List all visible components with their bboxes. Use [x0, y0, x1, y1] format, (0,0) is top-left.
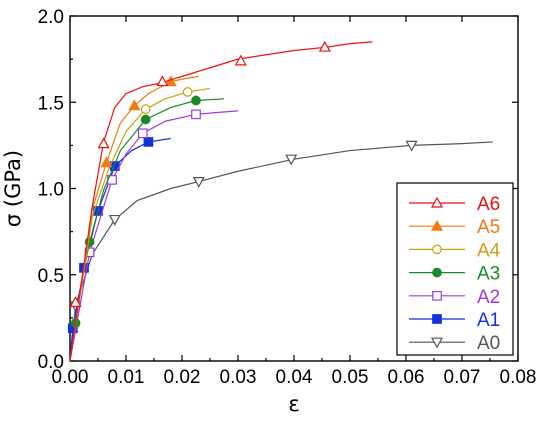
data-point-a4	[140, 104, 151, 115]
legend-label: A2	[477, 287, 500, 308]
legend-label: A1	[477, 310, 500, 331]
data-point-a3	[191, 95, 201, 106]
data-point-a3	[140, 114, 151, 125]
data-point-a2	[137, 128, 148, 139]
series-a5	[69, 75, 199, 362]
x-tick-label: 0.02	[164, 367, 201, 388]
data-point-a6	[234, 54, 247, 66]
legend-marker	[430, 337, 444, 349]
data-point-a0	[108, 214, 121, 226]
legend-item-a6: A6	[409, 194, 500, 215]
y-axis-label: σ (GPa)	[1, 150, 25, 227]
data-point-a6	[69, 296, 82, 307]
series-a4	[69, 87, 211, 362]
data-point-a5	[100, 156, 113, 168]
legend-item-a0: A0	[409, 333, 500, 354]
legend-item-a3: A3	[409, 264, 500, 285]
y-tick-label: 1.0	[38, 180, 64, 201]
x-tick-label: 0.08	[500, 367, 537, 388]
data-point-a0	[405, 140, 418, 152]
series-a6	[69, 40, 373, 362]
legend-marker	[432, 267, 442, 278]
legend-item-a5: A5	[409, 217, 500, 238]
x-tick-label: 0.00	[52, 367, 89, 388]
data-point-a6	[97, 137, 110, 149]
data-point-a6	[318, 40, 331, 52]
legend-label: A3	[477, 264, 500, 285]
data-point-a2	[191, 109, 201, 120]
legend-item-a2: A2	[409, 287, 500, 308]
legend-marker	[430, 196, 444, 208]
legend-label: A0	[477, 333, 500, 354]
x-axis-label: ε	[288, 392, 299, 416]
y-tick-label: 1.5	[38, 93, 64, 114]
legend-item-a4: A4	[409, 240, 501, 261]
data-point-a1	[143, 137, 154, 147]
x-tick-label: 0.06	[388, 367, 425, 388]
data-point-a6	[156, 75, 169, 87]
series-line-a2	[69, 110, 239, 362]
y-tick-label: 0.0	[38, 352, 64, 373]
x-tick-label: 0.04	[276, 367, 313, 388]
legend-marker	[430, 219, 444, 231]
series-line-a6	[69, 41, 373, 362]
y-tick-label: 2.0	[38, 7, 64, 28]
x-tick-label: 0.07	[444, 367, 481, 388]
legend-marker	[432, 314, 442, 324]
series-line-a4	[69, 87, 211, 362]
legend-label: A6	[477, 194, 500, 215]
legend-marker	[432, 244, 442, 255]
data-point-a0	[285, 154, 298, 166]
y-tick-label: 0.5	[38, 266, 64, 287]
series-a1	[67, 137, 171, 362]
x-tick-label: 0.01	[108, 367, 145, 388]
legend-label: A5	[477, 217, 500, 238]
data-point-a5	[128, 99, 141, 111]
series-layer	[67, 40, 493, 362]
legend-label: A4	[477, 240, 501, 261]
legend-box	[396, 182, 514, 356]
series-line-a5	[69, 75, 199, 362]
series-a2	[69, 109, 239, 362]
data-point-a4	[182, 87, 193, 97]
legend-item-a1: A1	[409, 310, 500, 331]
x-tick-label: 0.05	[332, 367, 369, 388]
axes: 0.00 0.01 0.02 0.03 0.04 0.05 0.06 0.07 0.08 0.0 0…	[38, 7, 537, 388]
data-point-a0	[192, 177, 205, 188]
legend-marker	[432, 290, 442, 301]
x-tick-label: 0.03	[220, 367, 257, 388]
